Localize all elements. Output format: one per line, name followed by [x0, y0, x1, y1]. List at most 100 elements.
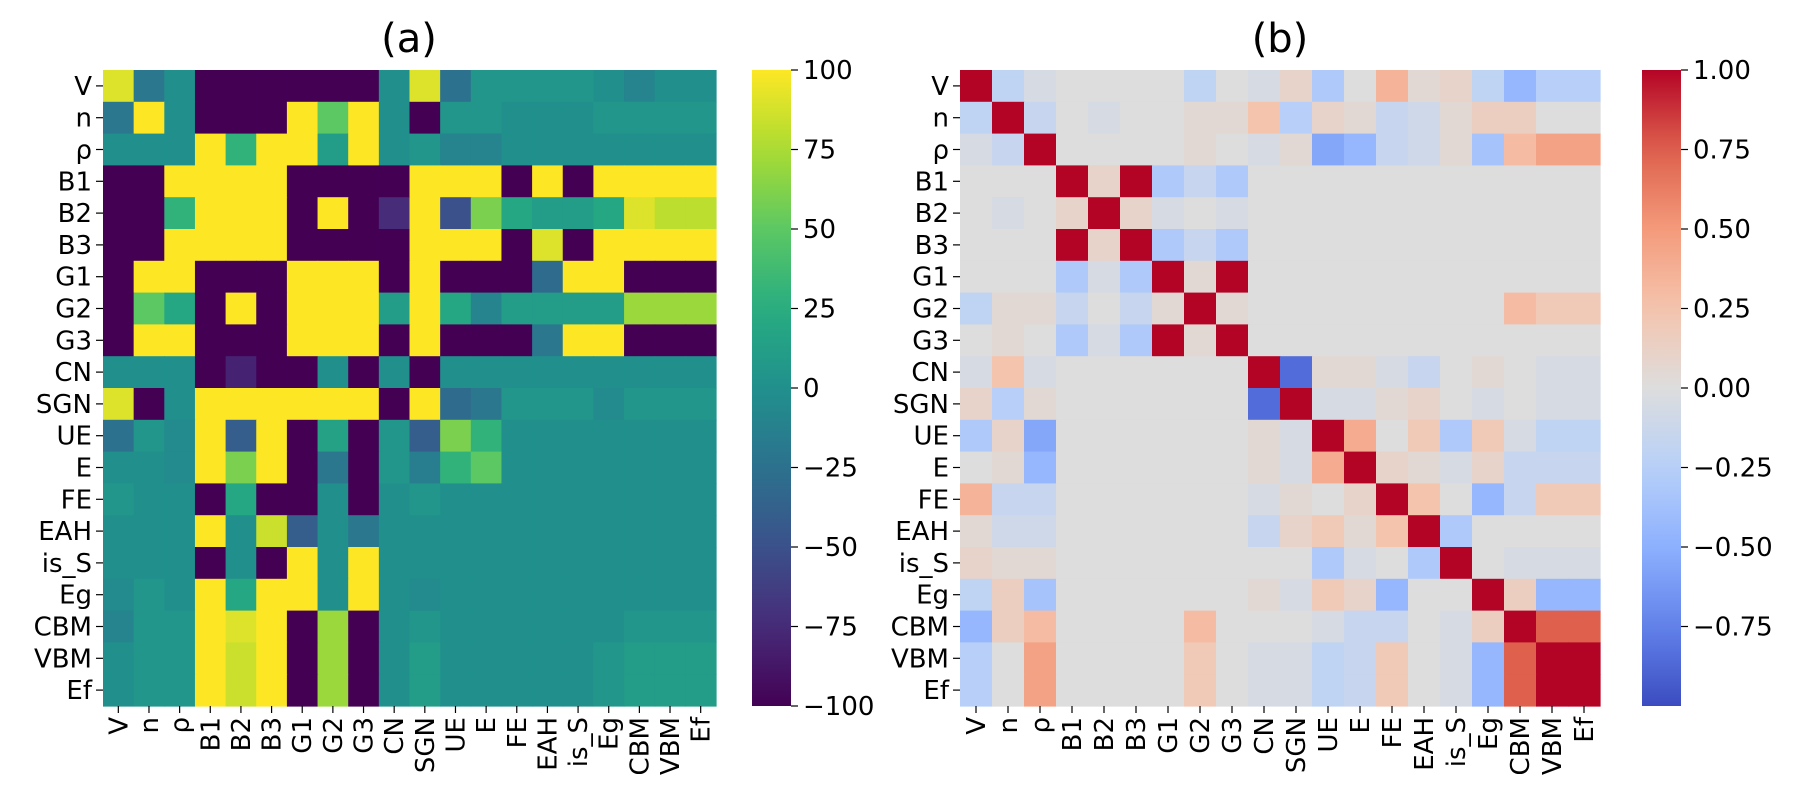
- x-tick-label: is_S: [1442, 717, 1472, 767]
- heatmap-cell-B2-B2: [225, 197, 257, 230]
- colorbar-tick-label: −0.75: [1693, 613, 1773, 643]
- heatmap-cell-Ef-ρ: [1024, 674, 1057, 707]
- heatmap-cell-Eg-FE: [1376, 578, 1409, 612]
- heatmap-cell-CBM-B1: [194, 610, 227, 643]
- heatmap-cell-FE-CBM: [1504, 483, 1537, 516]
- heatmap-cell-n-G2: [317, 101, 349, 135]
- heatmap-cell-Ef-ρ: [164, 674, 196, 707]
- heatmap-cell-Ef-SGN: [1280, 674, 1313, 707]
- heatmap-cell-B1-is_S: [1440, 165, 1473, 198]
- heatmap-cell-CBM-CN: [378, 610, 411, 643]
- heatmap-cell-Ef-B2: [1088, 674, 1121, 707]
- heatmap-cell-Ef-VBM: [1536, 674, 1569, 707]
- x-tick-label: ρ: [1026, 717, 1056, 734]
- heatmap-cell-B1-FE: [501, 165, 533, 198]
- heatmap-cell-B1-is_S: [562, 165, 594, 198]
- heatmap-cell-UE-VBM: [654, 419, 686, 453]
- heatmap-cell-B3-UE: [1312, 229, 1345, 262]
- heatmap-cell-is_S-B2: [1088, 547, 1121, 580]
- heatmap-cell-B3-V: [960, 229, 993, 262]
- x-tick-label: EAH: [1410, 717, 1440, 771]
- heatmap-cell-CN-G3: [348, 356, 380, 389]
- heatmap-cell-SGN-FE: [1376, 388, 1409, 421]
- heatmap-cell-is_S-E: [470, 547, 503, 580]
- heatmap-cell-E-B3: [1120, 451, 1153, 484]
- heatmap-cell-Eg-G3: [348, 578, 380, 612]
- heatmap-cell-FE-B1: [1056, 483, 1089, 516]
- heatmap-cell-UE-Eg: [593, 419, 625, 453]
- heatmap-cell-B2-SGN: [409, 197, 441, 230]
- heatmap-cell-Ef-Eg: [593, 674, 625, 707]
- heatmap-cell-E-CBM: [624, 451, 656, 484]
- heatmap-cell-is_S-G2: [317, 547, 349, 580]
- heatmap-cell-B3-UE: [440, 229, 472, 262]
- heatmap-cell-CN-Ef: [685, 356, 717, 389]
- colorbar-tick-label: 0.75: [1693, 136, 1751, 166]
- heatmap-cell-B3-Ef: [1568, 229, 1601, 262]
- heatmap-cell-ρ-CN: [378, 133, 411, 166]
- heatmap-cell-ρ-UE: [440, 133, 472, 166]
- y-tick-label: V: [931, 72, 949, 102]
- heatmap-cell-G2-CBM: [624, 292, 656, 325]
- heatmap-cell-EAH-B3: [256, 515, 288, 548]
- heatmap-cell-Ef-EAH: [1408, 674, 1441, 707]
- heatmap-cell-VBM-CN: [378, 642, 411, 675]
- heatmap-cell-B3-ρ: [1024, 229, 1057, 262]
- heatmap-cell-Eg-SGN: [1280, 578, 1313, 612]
- heatmap-cell-SGN-B3: [256, 388, 288, 421]
- heatmap-cell-is_S-ρ: [1024, 547, 1057, 580]
- x-tick-label: G3: [350, 717, 380, 754]
- heatmap-cell-ρ-UE: [1312, 133, 1345, 166]
- heatmap-cell-VBM-EAH: [1408, 642, 1441, 675]
- heatmap-cell-VBM-G2: [317, 642, 349, 675]
- heatmap-cell-E-B2: [225, 451, 257, 484]
- heatmap-cell-VBM-VBM: [1536, 642, 1569, 675]
- heatmap-cell-B3-V: [103, 229, 135, 262]
- heatmap-cell-Ef-B1: [1056, 674, 1089, 707]
- x-tick-label: VBM: [656, 717, 686, 775]
- heatmap-cell-Ef-is_S: [1440, 674, 1473, 707]
- heatmap-cell-SGN-B1: [1056, 388, 1089, 421]
- heatmap-cell-G1-is_S: [1440, 260, 1473, 294]
- heatmap-cell-Eg-B2: [1088, 578, 1121, 612]
- heatmap-cell-is_S-G1: [286, 547, 319, 580]
- heatmap-cell-V-E: [470, 70, 503, 103]
- heatmap-cell-V-G1: [286, 70, 319, 103]
- heatmap-cell-B1-E: [470, 165, 503, 198]
- heatmap-cell-Eg-SGN: [409, 578, 441, 612]
- heatmap-cell-B2-Eg: [1472, 197, 1505, 230]
- y-tick-label: B2: [58, 199, 92, 229]
- heatmap-cell-E-B1: [1056, 451, 1089, 484]
- heatmap-cell-B3-G1: [286, 229, 319, 262]
- x-tick-label: G1: [288, 717, 318, 754]
- heatmap-cell-V-n: [992, 70, 1025, 103]
- heatmap-cell-FE-Ef: [1568, 483, 1601, 516]
- heatmap-cell-is_S-n: [992, 547, 1025, 580]
- heatmap-cell-Ef-E: [470, 674, 503, 707]
- heatmap-cell-Eg-E: [470, 578, 503, 612]
- y-tick-label: is_S: [42, 549, 92, 579]
- heatmap-cell-B3-is_S: [562, 229, 594, 262]
- heatmap-cell-is_S-CBM: [624, 547, 656, 580]
- heatmap-cell-is_S-B1: [1056, 547, 1089, 580]
- heatmap-cell-FE-n: [992, 483, 1025, 516]
- heatmap-cell-G3-B2: [1088, 324, 1121, 357]
- y-tick-label: E: [933, 454, 949, 484]
- heatmap-cell-UE-B1: [194, 419, 227, 453]
- colorbar-tick-label: −0.25: [1693, 454, 1773, 484]
- heatmap-cell-E-G1: [1152, 451, 1185, 484]
- heatmap-cell-EAH-VBM: [654, 515, 686, 548]
- heatmap-cell-B1-Eg: [593, 165, 625, 198]
- heatmap-cell-CN-B1: [1056, 356, 1089, 389]
- heatmap-cell-CBM-E: [470, 610, 503, 643]
- heatmap-cell-G3-EAH: [532, 324, 564, 357]
- heatmap-cell-EAH-Eg: [1472, 515, 1505, 548]
- heatmap-cell-G3-ρ: [164, 324, 196, 357]
- heatmap-cell-G1-G3: [1216, 260, 1249, 294]
- x-tick-label: E: [472, 717, 502, 733]
- y-tick-label: V: [74, 72, 92, 102]
- heatmap-cell-is_S-B3: [256, 547, 288, 580]
- heatmap-cell-V-G3: [348, 70, 380, 103]
- heatmap-cell-E-Eg: [593, 451, 625, 484]
- heatmap-cell-ρ-CBM: [624, 133, 656, 166]
